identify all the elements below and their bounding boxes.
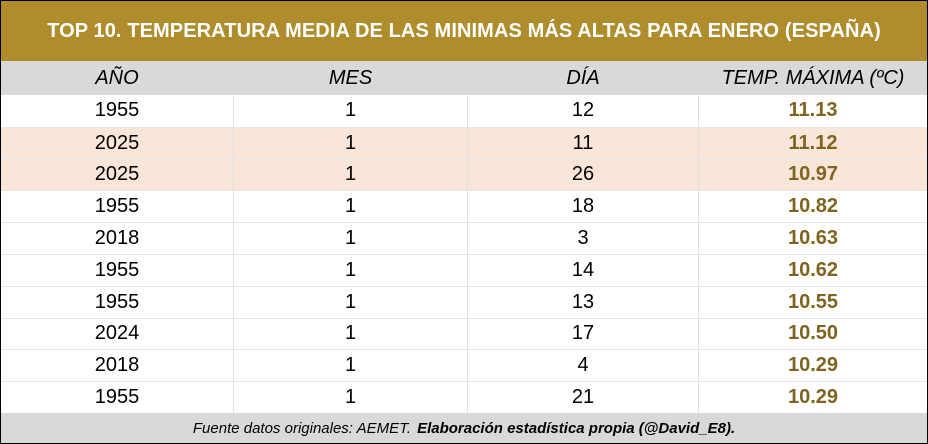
cell-year: 2025	[94, 131, 140, 154]
cell-year: 2018	[94, 354, 140, 377]
footer-note: Fuente datos originales: AEMET. Elaborac…	[1, 413, 927, 443]
cell-month: 1	[344, 163, 357, 186]
cell-day: 3	[577, 227, 589, 250]
cell-temp: 11.12	[788, 131, 838, 154]
table-row: 2018 1 4 10.29	[1, 349, 927, 381]
cell-day: 26	[571, 163, 595, 186]
cell-temp: 10.50	[787, 322, 839, 345]
cell-month: 1	[344, 99, 357, 122]
column-divider	[467, 95, 468, 413]
cell-day: 13	[571, 290, 595, 313]
cell-day: 17	[571, 322, 595, 345]
table-row: 1955 1 14 10.62	[1, 254, 927, 286]
table-row: 2024 1 17 10.50	[1, 317, 927, 350]
cell-year: 2024	[94, 322, 140, 345]
header-year: AÑO	[95, 66, 139, 89]
cell-month: 1	[344, 290, 357, 313]
cell-temp: 10.29	[787, 354, 839, 377]
cell-day: 4	[577, 354, 589, 377]
column-divider	[698, 95, 699, 413]
cell-month: 1	[344, 386, 357, 409]
cell-year: 1955	[94, 290, 140, 313]
cell-year: 1955	[94, 386, 140, 409]
table-row: 2025 1 11 11.12	[1, 126, 927, 159]
header-month: MES	[328, 66, 373, 89]
cell-day: 18	[571, 195, 595, 218]
cell-day: 11	[572, 131, 594, 154]
cell-temp: 10.82	[787, 195, 839, 218]
cell-temp: 10.29	[787, 386, 839, 409]
table-row: 2025 1 26 10.97	[1, 158, 927, 191]
table-row: 2018 1 3 10.63	[1, 222, 927, 254]
cell-day: 21	[571, 386, 595, 409]
cell-year: 2025	[94, 163, 140, 186]
cell-year: 1955	[94, 258, 140, 281]
cell-month: 1	[344, 354, 357, 377]
cell-temp: 10.63	[787, 227, 839, 250]
cell-temp: 10.62	[787, 258, 839, 281]
footer-credit: Elaboración estadística propia (@David_E…	[417, 419, 736, 437]
cell-temp: 10.55	[787, 290, 839, 313]
cell-year: 2018	[94, 227, 140, 250]
table-row: 1955 1 12 11.13	[1, 95, 927, 127]
footer-source: Fuente datos originales: AEMET.	[192, 419, 412, 437]
table-body: 1955 1 12 11.13 2025 1 11 11.12 2025 1 26 10.97 1955…	[1, 95, 927, 413]
table-row: 1955 1 18 10.82	[1, 190, 927, 222]
cell-month: 1	[344, 258, 357, 281]
cell-year: 1955	[94, 195, 140, 218]
cell-month: 1	[344, 131, 357, 154]
cell-temp: 11.13	[788, 99, 838, 122]
cell-day: 14	[571, 258, 595, 281]
cell-month: 1	[344, 322, 357, 345]
column-divider	[233, 95, 234, 413]
header-row: AÑO MES DÍA TEMP. MÁXIMA (ºC)	[1, 61, 927, 95]
cell-year: 1955	[94, 99, 140, 122]
table-title: TOP 10. TEMPERATURA MEDIA DE LAS MINIMAS…	[1, 1, 927, 61]
table-row: 1955 1 21 10.29	[1, 381, 927, 413]
cell-temp: 10.97	[787, 163, 839, 186]
table-row: 1955 1 13 10.55	[1, 285, 927, 318]
cell-day: 12	[571, 99, 595, 122]
cell-month: 1	[344, 195, 357, 218]
header-temp: TEMP. MÁXIMA (ºC)	[721, 66, 905, 89]
header-day: DÍA	[566, 66, 600, 89]
cell-month: 1	[344, 227, 357, 250]
